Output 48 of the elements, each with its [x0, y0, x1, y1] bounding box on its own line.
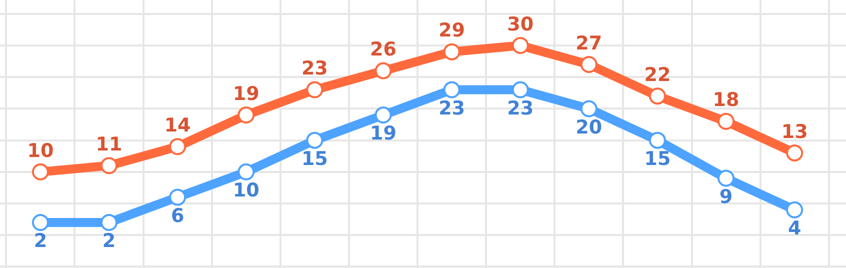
point [306, 81, 324, 98]
point [32, 214, 49, 231]
data-label: 22 [644, 64, 671, 86]
point [374, 62, 392, 80]
data-label: 10 [27, 140, 54, 162]
data-label: 2 [34, 230, 48, 252]
point [374, 106, 392, 124]
point [238, 106, 255, 124]
data-label: 14 [164, 114, 191, 137]
data-label: 26 [370, 38, 396, 61]
point [306, 132, 324, 149]
point [169, 188, 186, 206]
data-label: 29 [438, 20, 466, 42]
point [648, 88, 666, 105]
data-label: 18 [712, 89, 740, 112]
point [32, 163, 49, 180]
data-label: 6 [170, 204, 184, 227]
data-label: 20 [576, 116, 602, 138]
data-label: 15 [301, 148, 328, 170]
point [786, 201, 804, 218]
point [443, 81, 460, 98]
point [580, 100, 598, 118]
data-label: 30 [507, 13, 534, 36]
data-label: 19 [232, 82, 260, 105]
data-label: 2 [102, 230, 116, 252]
data-label: 10 [232, 180, 260, 202]
data-label: 15 [644, 148, 671, 170]
data-label: 13 [781, 120, 808, 143]
point [238, 163, 255, 180]
point [786, 144, 804, 162]
point [169, 138, 186, 156]
data-label: 9 [719, 186, 733, 208]
point [100, 214, 118, 231]
point [718, 112, 735, 130]
data-label: 23 [507, 97, 534, 120]
data-label: 23 [438, 97, 466, 120]
data-label: 19 [370, 122, 396, 145]
data-label: 11 [96, 133, 122, 156]
point [580, 56, 598, 73]
point [512, 37, 529, 54]
point [443, 43, 460, 60]
data-label: 23 [301, 58, 328, 80]
point [648, 132, 666, 149]
point [100, 157, 118, 174]
point [512, 81, 529, 98]
data-label: 4 [788, 217, 802, 240]
point [718, 170, 735, 187]
data-label: 27 [576, 32, 602, 54]
